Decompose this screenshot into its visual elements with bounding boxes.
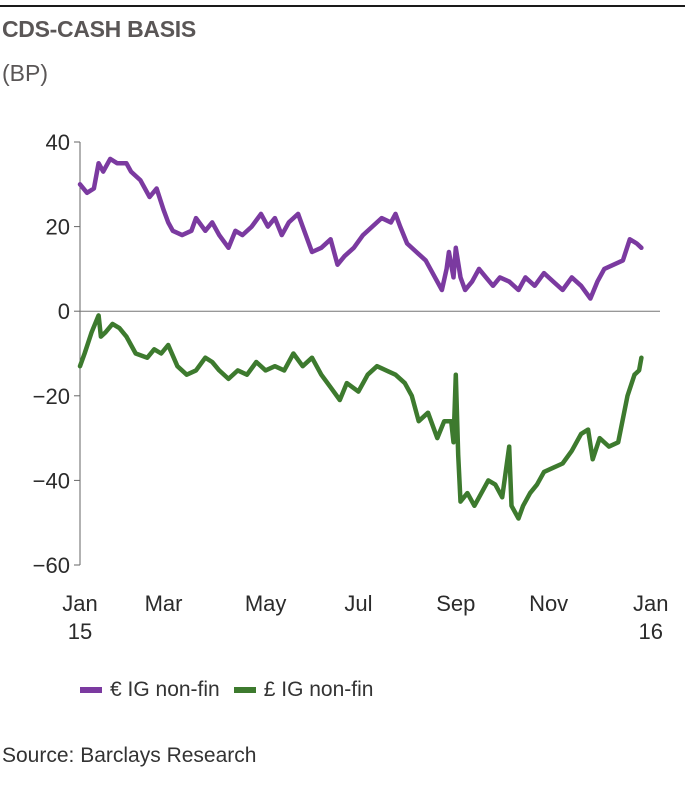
legend-swatch-gbp: [233, 687, 256, 693]
y-tick-label: 0: [58, 299, 70, 324]
y-tick-label: −40: [33, 468, 70, 493]
x-tick-label: Jan: [62, 591, 97, 616]
x-tick-label: Jul: [344, 591, 372, 616]
legend-item-eur: € IG non-fin: [80, 678, 220, 702]
legend: € IG non-fin £ IG non-fin: [80, 678, 387, 702]
y-tick-label: −60: [33, 553, 70, 578]
legend-label-gbp: £ IG non-fin: [263, 678, 374, 701]
x-tick-label-year: 16: [638, 619, 662, 644]
chart-units: (BP): [2, 60, 48, 86]
source-note: Source: Barclays Research: [2, 744, 257, 767]
x-tick-label: Sep: [436, 591, 475, 616]
line-chart: 40 20 0 −20 −40 −60 Jan 15 Mar May Jul Sep Nov Jan 16: [33, 130, 669, 644]
top-rule: [0, 5, 685, 7]
legend-item-gbp: £ IG non-fin: [233, 678, 374, 702]
chart-title: CDS-CASH BASIS: [2, 16, 196, 42]
x-tick-label: Mar: [145, 591, 183, 616]
x-tick-label: Jan: [633, 591, 668, 616]
y-tick-label: −20: [33, 384, 70, 409]
series-line-eur: [77, 156, 644, 301]
x-tick-label: May: [245, 591, 287, 616]
x-tick-label: Nov: [529, 591, 568, 616]
legend-label-eur: € IG non-fin: [110, 678, 220, 701]
legend-swatch-eur: [80, 687, 102, 693]
series-line-gbp: [77, 313, 644, 521]
x-tick-label-year: 15: [68, 619, 92, 644]
y-tick-label: 20: [46, 215, 70, 240]
y-tick-label: 40: [46, 130, 70, 155]
